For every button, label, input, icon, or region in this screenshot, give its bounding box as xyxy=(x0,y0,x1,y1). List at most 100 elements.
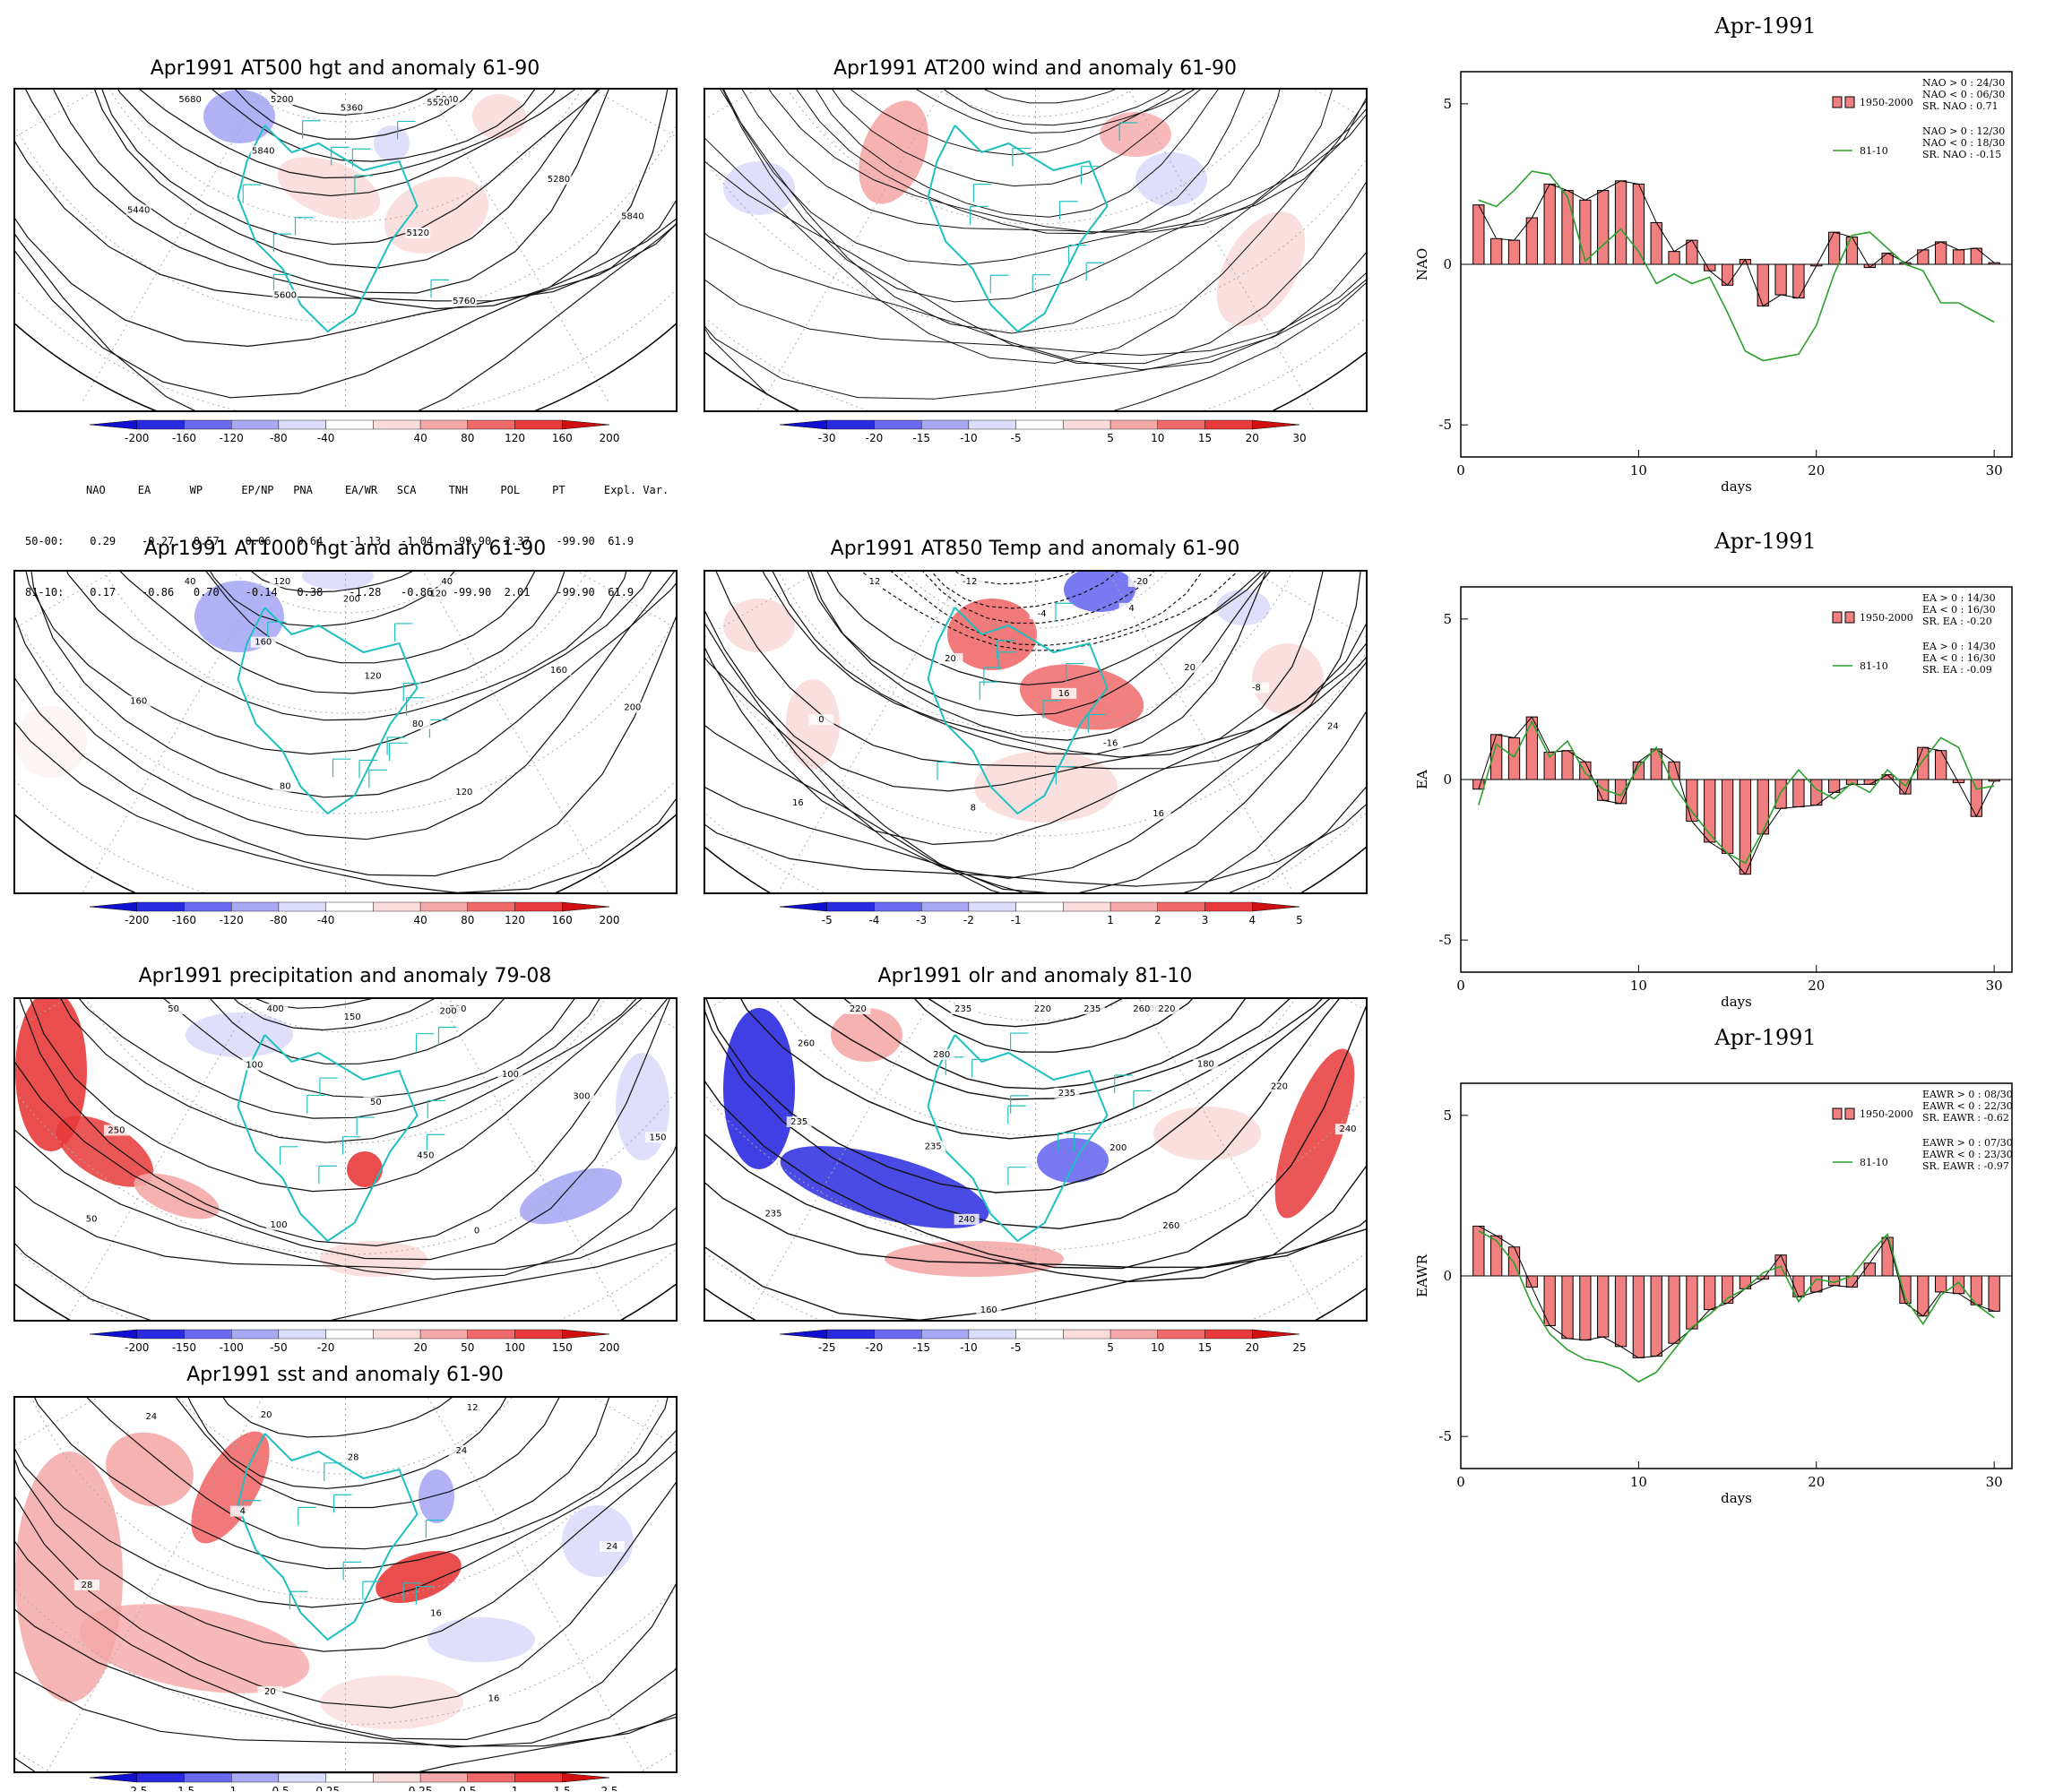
contour-label-bg xyxy=(928,1048,954,1060)
meridian-line xyxy=(756,90,944,410)
contour-label: 50 xyxy=(86,1214,98,1224)
contour-label: 260 xyxy=(1133,1004,1150,1014)
colorbar-swatch xyxy=(230,1772,280,1783)
colorbar-tick-label: -1.5 xyxy=(174,1785,194,1791)
x-tick-label: 0 xyxy=(1456,462,1465,478)
contour-line xyxy=(30,572,676,798)
x-tick-label: 0 xyxy=(1456,978,1465,994)
colorbar-tick-label: -15 xyxy=(912,432,930,444)
colorbar-swatch xyxy=(184,1772,232,1783)
x-tick-label: 20 xyxy=(1808,978,1825,994)
legend-line-stat: EA < 0 : 16/30 xyxy=(1922,652,1996,664)
contour-label-bg xyxy=(426,97,452,108)
anomaly-region xyxy=(723,1008,795,1169)
contour-label-bg xyxy=(272,780,298,792)
legend-bar-swatch xyxy=(1832,1107,1843,1120)
bar xyxy=(1988,779,2000,782)
ts-title-nao: Apr-1991 xyxy=(1714,13,1817,39)
colorbar-tick-label: 50 xyxy=(461,1341,474,1354)
map-at850: -20 -16 -12 -8 -4 0 4 8 12 16 20 24 16 16 20 xyxy=(704,570,1368,894)
colorbar-swatch xyxy=(373,901,421,912)
contour-label: 120 xyxy=(429,590,446,599)
bar xyxy=(1579,199,1592,265)
anomaly-region xyxy=(519,1167,623,1225)
colorbar-tick-label: 120 xyxy=(505,432,525,444)
colorbar-tick-label: -10 xyxy=(960,1341,978,1354)
contour-label: 120 xyxy=(365,671,382,681)
colorbar-tick-label: 200 xyxy=(600,1341,620,1354)
anomaly-region xyxy=(15,999,87,1151)
bar xyxy=(1988,262,2000,265)
colorbar-tick-label: 160 xyxy=(552,914,573,926)
contour-label-bg xyxy=(937,652,963,664)
contour-label-bg xyxy=(250,636,276,648)
contour-line xyxy=(15,721,676,892)
legend-bar-stat: SR. NAO : 0.71 xyxy=(1922,100,1999,112)
y-tick-label: 5 xyxy=(1443,611,1452,627)
contour-label-bg xyxy=(229,1505,255,1517)
colorbar-tick-label: 3 xyxy=(1202,914,1209,926)
colorbar-tick-label: 200 xyxy=(600,914,620,926)
bar xyxy=(1561,1275,1574,1340)
bar xyxy=(1917,249,1930,265)
y-tick-label: -5 xyxy=(1438,932,1452,948)
colorbar-tick-label: 1.5 xyxy=(554,1785,571,1791)
map-title-at200: Apr1991 AT200 wind and anomaly 61-90 xyxy=(833,57,1238,80)
colorbar-tick-label: 200 xyxy=(600,432,620,444)
contour-label: 240 xyxy=(1339,1124,1356,1134)
contour-line xyxy=(705,161,1366,365)
legend-bar-swatch xyxy=(1832,96,1843,108)
contour-label: 220 xyxy=(1034,1004,1051,1014)
contour-line xyxy=(705,623,1366,880)
contour-line xyxy=(861,572,1238,651)
contour-label: 24 xyxy=(1327,722,1339,732)
contour-label-bg xyxy=(254,1409,280,1420)
legend-bar-label: 1950-2000 xyxy=(1860,612,1913,624)
colorbar-left-arrow xyxy=(779,901,827,912)
contour-label-bg xyxy=(363,1097,389,1108)
colorbar-swatch xyxy=(278,419,326,430)
contour-label: 28 xyxy=(348,1452,359,1462)
colorbar-swatch xyxy=(373,1772,421,1783)
y-axis-label: NAO xyxy=(1414,248,1430,280)
colorbar-swatch xyxy=(136,419,185,430)
bar xyxy=(1525,217,1539,265)
colorbar-tick-label: 2.5 xyxy=(600,1785,617,1791)
series-line-81-10 xyxy=(1478,1230,1995,1383)
contour-label-bg xyxy=(480,1693,506,1704)
colorbar-at500: -200 -160 -120 -80 -40 40 80 120 160 200 xyxy=(89,419,620,444)
contour-label: 235 xyxy=(925,1142,942,1151)
map-olr: 2002002352202202352602402202602802402352… xyxy=(704,997,1368,1322)
contour-label-bg xyxy=(460,1402,486,1413)
colorbar-tick-label: -0.25 xyxy=(312,1785,340,1791)
contour-label-bg xyxy=(426,588,452,599)
contour-label-bg xyxy=(1030,1004,1056,1014)
contour-label-bg xyxy=(103,1124,129,1136)
anomaly-region xyxy=(384,177,489,254)
legend-bar-stat: EA < 0 : 16/30 xyxy=(1922,604,1996,616)
colorbar-tick-label: 160 xyxy=(552,432,573,444)
colorbar-precip: -200 -150 -100 -50 -20 20 50 100 150 200 xyxy=(89,1329,620,1354)
colorbar-right-arrow xyxy=(1252,901,1300,912)
legend-bar-stat: EAWR < 0 : 22/30 xyxy=(1922,1100,2013,1112)
colorbar-swatch xyxy=(874,901,922,912)
colorbar-tick-label: 1 xyxy=(512,1785,519,1791)
contour-line xyxy=(720,90,1366,334)
contour-label: 200 xyxy=(624,703,641,713)
colorbar-tick-label: 1 xyxy=(1107,914,1114,926)
contour-label: 80 xyxy=(280,782,291,792)
anomaly-region xyxy=(376,1550,462,1604)
contour-label: -20 xyxy=(1134,577,1148,587)
bar xyxy=(1614,180,1627,265)
colorbar-tick-label: -160 xyxy=(172,432,196,444)
coastline xyxy=(237,1433,419,1641)
contour-label: 280 xyxy=(933,1050,950,1060)
contour-label-bg xyxy=(950,1004,976,1014)
colorbar-swatch xyxy=(230,419,280,430)
contour-label-bg xyxy=(954,1213,980,1225)
contour-line xyxy=(119,572,565,694)
contour-line xyxy=(715,572,1361,770)
colorbar-swatch xyxy=(1063,1329,1111,1340)
contour-line xyxy=(78,999,600,1119)
contour-label: 450 xyxy=(417,1151,434,1161)
